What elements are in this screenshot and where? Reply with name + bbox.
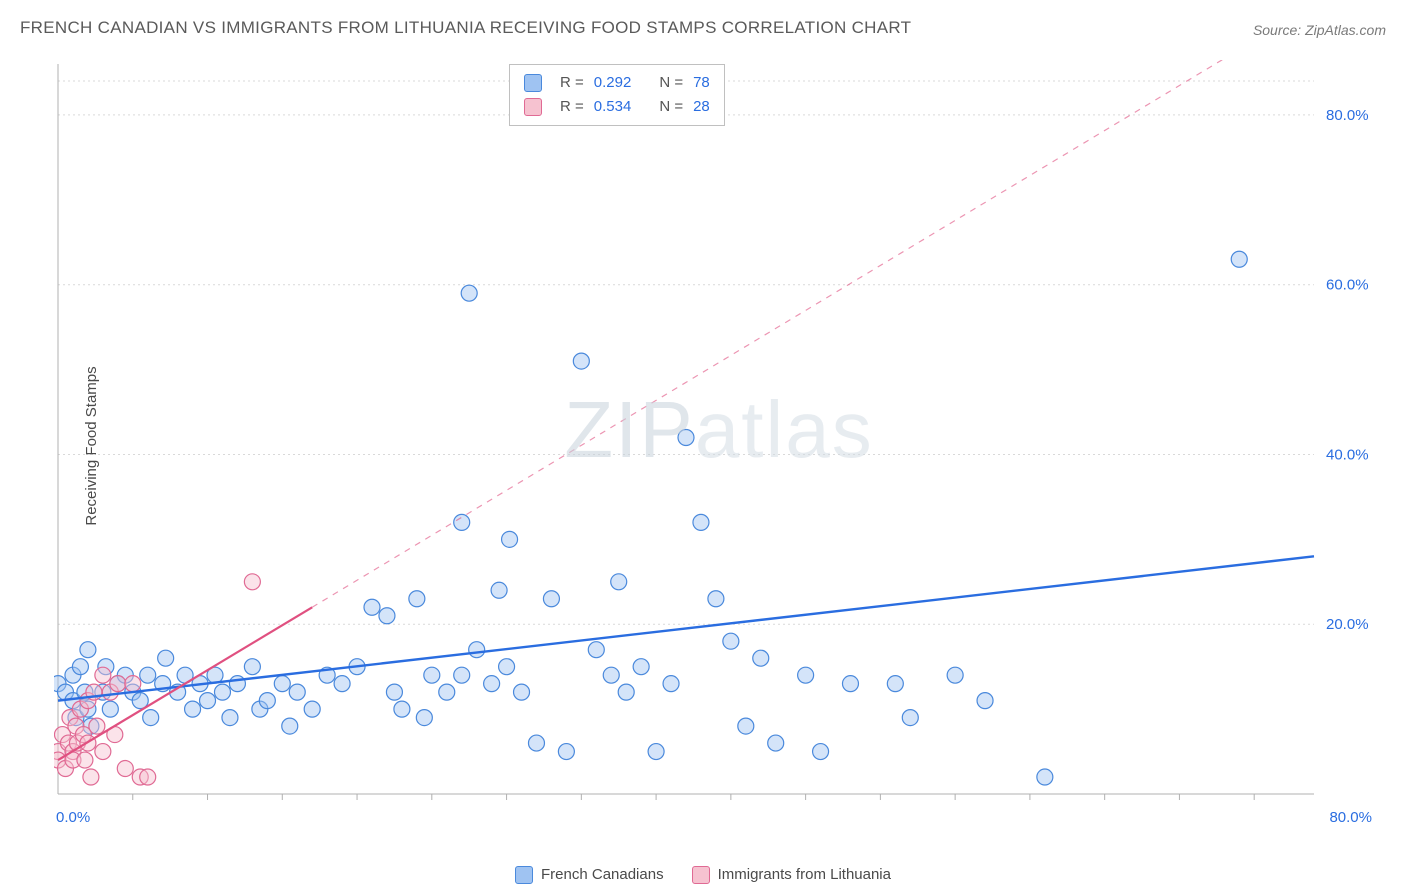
correlation-legend-row: R = 0.292 N = 78	[524, 71, 710, 95]
svg-text:80.0%: 80.0%	[1326, 107, 1369, 124]
n-label: N =	[659, 71, 683, 95]
legend-swatch	[524, 98, 542, 116]
legend-item: French Canadians	[515, 866, 664, 884]
r-value: 0.534	[594, 95, 632, 119]
r-label: R =	[560, 71, 584, 95]
scatter-chart-svg: 20.0% 40.0% 60.0% 80.0% 0.0% 80.0%	[54, 60, 1384, 830]
correlation-legend-row: R = 0.534 N = 28	[524, 95, 710, 119]
legend-swatch	[524, 74, 542, 92]
svg-text:20.0%: 20.0%	[1326, 616, 1369, 633]
r-value: 0.292	[594, 71, 632, 95]
svg-text:40.0%: 40.0%	[1326, 446, 1369, 463]
correlation-legend: R = 0.292 N = 78 R = 0.534 N = 28	[509, 64, 725, 126]
n-value: 78	[693, 71, 710, 95]
legend-label: French Canadians	[541, 866, 664, 883]
svg-text:0.0%: 0.0%	[56, 809, 90, 826]
series-legend: French Canadians Immigrants from Lithuani…	[515, 866, 891, 884]
legend-swatch	[692, 866, 710, 884]
plot-area: 20.0%40.0%60.0%80.0%0.0%80.0% ZIPatlas R…	[54, 60, 1384, 830]
svg-text:80.0%: 80.0%	[1329, 809, 1372, 826]
legend-swatch	[515, 866, 533, 884]
source-attribution: Source: ZipAtlas.com	[1253, 22, 1386, 38]
r-label: R =	[560, 95, 584, 119]
n-value: 28	[693, 95, 710, 119]
n-label: N =	[659, 95, 683, 119]
chart-title: FRENCH CANADIAN VS IMMIGRANTS FROM LITHU…	[20, 18, 911, 38]
legend-label: Immigrants from Lithuania	[718, 866, 891, 883]
legend-item: Immigrants from Lithuania	[692, 866, 891, 884]
svg-text:60.0%: 60.0%	[1326, 277, 1369, 294]
